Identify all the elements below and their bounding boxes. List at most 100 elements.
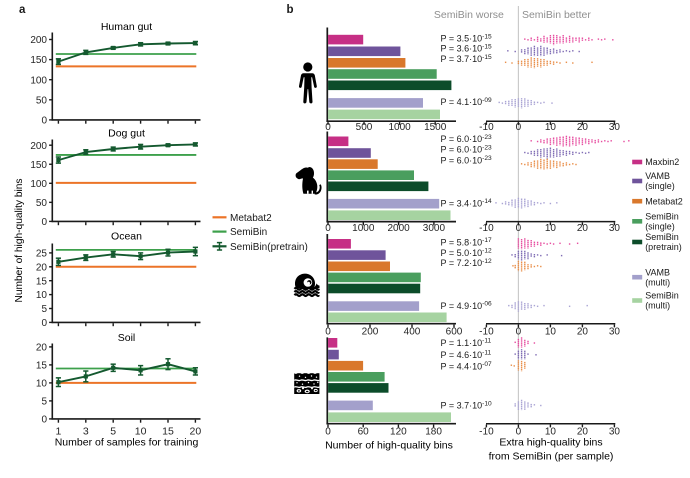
svg-text:P = 3.6·10-15: P = 3.6·10-15: [441, 43, 492, 53]
svg-text:SemiBin better: SemiBin better: [522, 9, 591, 21]
svg-text:P = 6.0·10-23: P = 6.0·10-23: [441, 155, 492, 165]
svg-text:3: 3: [83, 425, 89, 437]
svg-text:SemiBin worse: SemiBin worse: [434, 9, 504, 21]
svg-text:VAMB: VAMB: [645, 267, 670, 277]
svg-text:Extra high-quality bins: Extra high-quality bins: [499, 436, 602, 448]
svg-text:P = 3.5·10-15: P = 3.5·10-15: [441, 33, 492, 43]
svg-text:P = 4.9·10-06: P = 4.9·10-06: [441, 300, 492, 310]
svg-text:P = 1.1·10-11: P = 1.1·10-11: [441, 337, 492, 347]
svg-text:P = 3.7·10-10: P = 3.7·10-10: [441, 400, 492, 410]
svg-text:Metabat2: Metabat2: [645, 196, 683, 206]
svg-text:(multi): (multi): [645, 277, 670, 287]
svg-text:150: 150: [30, 55, 47, 66]
svg-text:25: 25: [36, 249, 48, 260]
svg-text:50: 50: [36, 198, 48, 209]
svg-text:0: 0: [41, 318, 47, 329]
svg-text:Ocean: Ocean: [111, 231, 142, 243]
svg-text:10: 10: [135, 425, 147, 437]
svg-text:-10: -10: [479, 426, 494, 437]
svg-text:1000: 1000: [352, 223, 375, 234]
svg-text:Maxbin2: Maxbin2: [645, 157, 679, 167]
svg-text:20: 20: [36, 343, 48, 354]
svg-text:Soil: Soil: [118, 332, 136, 344]
svg-text:0: 0: [41, 116, 47, 127]
svg-text:P = 5.8·10-17: P = 5.8·10-17: [441, 237, 492, 247]
svg-text:0: 0: [41, 217, 47, 228]
svg-text:P = 7.2·10-12: P = 7.2·10-12: [441, 258, 492, 268]
svg-text:P = 4.1·10-09: P = 4.1·10-09: [441, 97, 492, 107]
svg-text:15: 15: [162, 425, 174, 437]
svg-text:P = 4.4·10-07: P = 4.4·10-07: [441, 361, 492, 371]
svg-text:0: 0: [516, 426, 522, 437]
svg-text:-10: -10: [479, 326, 494, 337]
svg-text:(pretrain): (pretrain): [645, 242, 682, 252]
svg-text:10: 10: [545, 223, 557, 234]
svg-text:SemiBin: SemiBin: [645, 212, 679, 222]
svg-text:50: 50: [36, 95, 48, 106]
svg-text:20: 20: [577, 326, 589, 337]
svg-text:0: 0: [325, 122, 331, 133]
svg-text:SemiBin(pretrain): SemiBin(pretrain): [230, 242, 308, 253]
svg-text:200: 200: [30, 35, 47, 46]
svg-text:Number of high-quality bins: Number of high-quality bins: [325, 439, 453, 451]
svg-text:30: 30: [609, 426, 621, 437]
svg-text:1: 1: [55, 425, 61, 437]
svg-text:VAMB: VAMB: [645, 171, 670, 181]
svg-text:100: 100: [30, 179, 47, 190]
svg-text:200: 200: [30, 141, 47, 152]
svg-text:60: 60: [358, 426, 370, 437]
svg-text:P = 4.6·10-11: P = 4.6·10-11: [441, 349, 492, 359]
svg-text:20: 20: [36, 262, 48, 273]
svg-text:20: 20: [577, 122, 589, 133]
svg-text:-10: -10: [479, 223, 494, 234]
svg-text:P = 5.0·10-12: P = 5.0·10-12: [441, 248, 492, 258]
svg-text:P = 3.7·10-15: P = 3.7·10-15: [441, 54, 492, 64]
svg-text:0: 0: [516, 223, 522, 234]
svg-text:10: 10: [36, 379, 48, 390]
svg-text:500: 500: [356, 122, 373, 133]
svg-text:20: 20: [577, 426, 589, 437]
svg-text:1000: 1000: [388, 122, 411, 133]
svg-text:10: 10: [545, 326, 557, 337]
svg-text:0: 0: [325, 326, 331, 337]
svg-text:b: b: [287, 4, 294, 16]
svg-text:5: 5: [41, 397, 47, 408]
svg-text:(multi): (multi): [645, 301, 670, 311]
svg-text:Human gut: Human gut: [101, 21, 152, 33]
svg-text:1500: 1500: [424, 122, 447, 133]
svg-text:15: 15: [36, 361, 48, 372]
svg-text:SemiBin: SemiBin: [645, 232, 679, 242]
svg-text:200: 200: [362, 326, 379, 337]
svg-text:SemiBin: SemiBin: [645, 291, 679, 301]
svg-text:5: 5: [110, 425, 116, 437]
svg-text:a: a: [19, 4, 26, 16]
svg-text:P = 6.0·10-23: P = 6.0·10-23: [441, 144, 492, 154]
svg-text:5: 5: [41, 304, 47, 315]
svg-text:3000: 3000: [423, 223, 446, 234]
svg-text:100: 100: [30, 75, 47, 86]
svg-text:2000: 2000: [387, 223, 410, 234]
svg-text:400: 400: [404, 326, 421, 337]
svg-text:P = 3.4·10-14: P = 3.4·10-14: [441, 198, 492, 208]
svg-text:-10: -10: [479, 122, 494, 133]
svg-text:from SemiBin (per sample): from SemiBin (per sample): [489, 451, 614, 463]
svg-text:0: 0: [325, 426, 331, 437]
svg-text:0: 0: [41, 415, 47, 426]
svg-text:120: 120: [390, 426, 407, 437]
svg-text:(single): (single): [645, 222, 675, 232]
svg-text:Dog gut: Dog gut: [108, 128, 145, 140]
svg-text:0: 0: [325, 223, 331, 234]
svg-text:180: 180: [425, 426, 442, 437]
svg-text:Number of samples for training: Number of samples for training: [55, 437, 199, 449]
svg-text:20: 20: [577, 223, 589, 234]
svg-text:20: 20: [190, 425, 202, 437]
svg-text:10: 10: [36, 290, 48, 301]
svg-text:(single): (single): [645, 181, 675, 191]
svg-text:30: 30: [609, 326, 621, 337]
svg-text:150: 150: [30, 160, 47, 171]
svg-text:SemiBin: SemiBin: [230, 227, 267, 238]
svg-text:0: 0: [516, 122, 522, 133]
svg-text:10: 10: [545, 426, 557, 437]
svg-text:0: 0: [516, 326, 522, 337]
svg-text:600: 600: [446, 326, 463, 337]
